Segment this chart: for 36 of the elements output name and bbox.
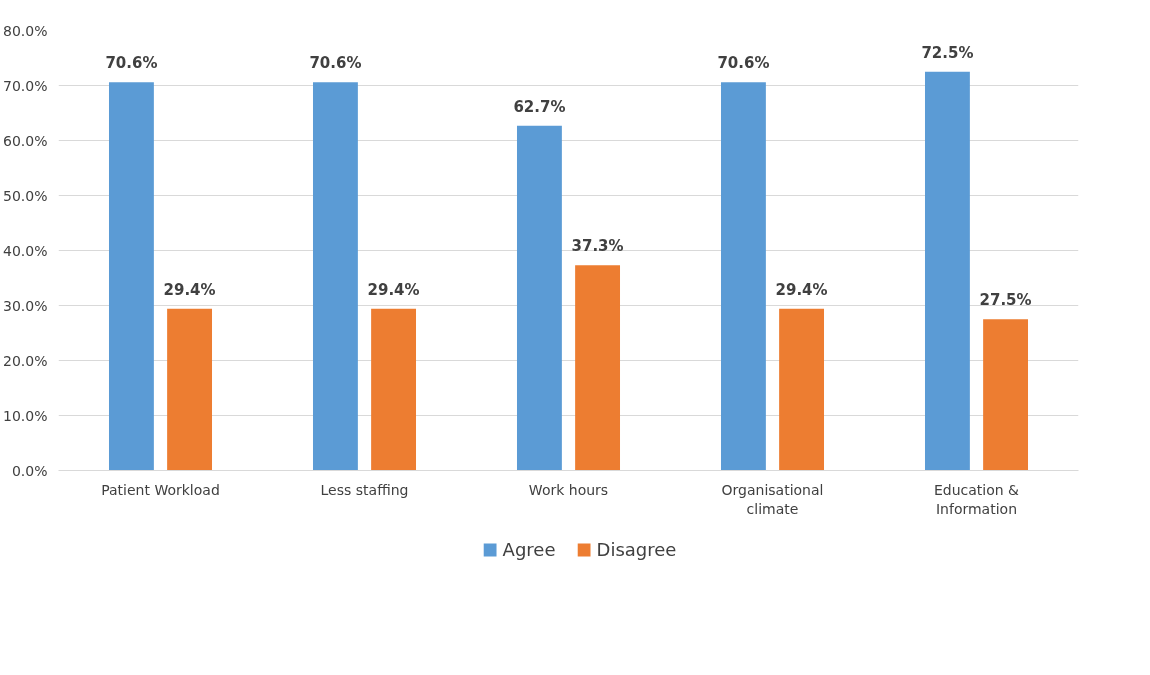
data-label: 70.6%	[309, 54, 362, 73]
y-tick-label: 10.0%	[3, 407, 48, 424]
data-label: 29.4%	[163, 280, 216, 299]
data-label: 37.3%	[571, 237, 624, 256]
bar	[720, 82, 766, 471]
x-tick-label: Education & Information	[933, 481, 1020, 517]
x-tick-label: Organisational climate	[721, 481, 824, 517]
bar	[924, 71, 970, 471]
y-tick-label: 50.0%	[3, 187, 48, 204]
bar	[312, 82, 358, 471]
data-label: 70.6%	[717, 54, 770, 73]
data-label: 27.5%	[979, 291, 1032, 310]
x-tick-label: Less staffing	[320, 481, 409, 498]
data-label: 62.7%	[513, 97, 566, 116]
bar	[779, 308, 825, 471]
y-tick-label: 0.0%	[11, 462, 48, 479]
bar	[108, 82, 154, 471]
y-tick-label: 80.0%	[3, 22, 48, 39]
y-tick-label: 20.0%	[3, 352, 48, 369]
y-tick-label: 60.0%	[3, 132, 48, 149]
bar	[575, 265, 621, 471]
bar	[516, 125, 562, 471]
data-label: 72.5%	[921, 43, 974, 62]
legend-label: Agree	[502, 538, 556, 560]
bar	[167, 308, 213, 471]
x-tick-label: Work hours	[528, 481, 609, 498]
x-tick-label: Patient Workload	[101, 481, 220, 498]
legend-label: Disagree	[596, 538, 677, 560]
bar	[983, 319, 1029, 471]
data-label: 70.6%	[105, 54, 158, 73]
y-tick-label: 30.0%	[3, 297, 48, 314]
data-label: 29.4%	[775, 280, 828, 299]
data-label: 29.4%	[367, 280, 420, 299]
y-tick-label: 40.0%	[3, 242, 48, 259]
y-tick-label: 70.0%	[3, 77, 48, 94]
bar	[371, 308, 417, 471]
